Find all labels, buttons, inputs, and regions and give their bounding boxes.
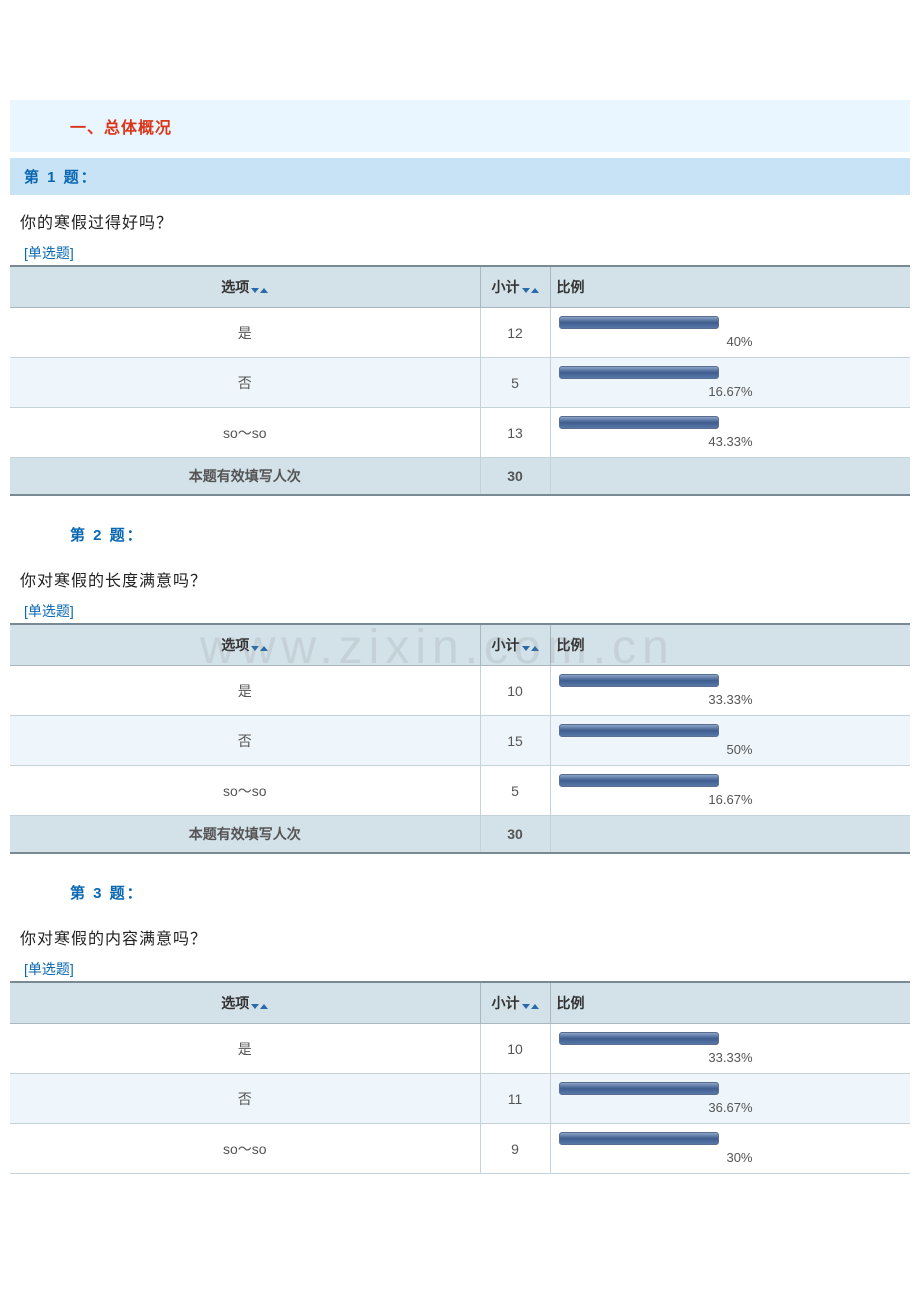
ratio-percent: 16.67% (559, 384, 759, 399)
ratio-percent: 33.33% (559, 1050, 759, 1065)
cell-ratio: 30% (550, 1124, 910, 1174)
ratio-bar (559, 416, 719, 429)
table-row: so～so9 30% (10, 1124, 910, 1174)
question-type: [单选题] (10, 601, 910, 621)
table-row: so～so13 43.33% (10, 408, 910, 458)
table-row: 是10 33.33% (10, 666, 910, 716)
cell-ratio: 36.67% (550, 1074, 910, 1124)
question-block: 第 2 题： 你对寒假的长度满意吗？[单选题] 选项小计比例是10 33.33% 否15… (10, 516, 910, 854)
questions-list: 第 1 题：你的寒假过得好吗？[单选题]选项小计比例是1240%否516.67%… (10, 158, 910, 1174)
ratio-percent: 50% (559, 742, 759, 757)
question-block: 第 1 题： 你的寒假过得好吗？[单选题] 选项小计比例是12 40% 否5 16.67%… (10, 158, 910, 496)
cell-ratio: 33.33% (550, 666, 910, 716)
cell-ratio: 40% (550, 308, 910, 358)
question-label: 第 3 题： (70, 885, 144, 902)
table-row: so～so5 16.67% (10, 766, 910, 816)
cell-ratio: 16.67% (550, 358, 910, 408)
total-ratio-empty (550, 816, 910, 854)
total-label: 本题有效填写人次 (10, 816, 480, 854)
table-row: 是10 33.33% (10, 1024, 910, 1074)
cell-option: 否 (10, 716, 480, 766)
section-title-wrap: 一、总体概况 (10, 100, 910, 152)
cell-option: so～so (10, 1124, 480, 1174)
col-option-header[interactable]: 选项 (10, 266, 480, 308)
cell-count: 15 (480, 716, 550, 766)
ratio-percent: 16.67% (559, 792, 759, 807)
sort-icon[interactable] (522, 996, 539, 1012)
ratio-bar (559, 674, 719, 687)
total-count: 30 (480, 816, 550, 854)
survey-table: 选项小计比例是12 40% 否5 16.67% so～so13 43.33% 本题有效填写人… (10, 265, 910, 496)
table-row: 否5 16.67% (10, 358, 910, 408)
col-ratio-header: 比例 (550, 982, 910, 1024)
cell-option: so～so (10, 408, 480, 458)
question-label-wrap: 第 3 题： (10, 874, 910, 911)
ratio-percent: 33.33% (559, 692, 759, 707)
page-container: 一、总体概况 第 1 题：你的寒假过得好吗？[单选题]选项小计比例是1240%否… (0, 0, 920, 1234)
question-text: 你的寒假过得好吗？ (10, 203, 910, 243)
ratio-bar (559, 1132, 719, 1145)
question-text: 你对寒假的内容满意吗？ (10, 919, 910, 959)
sort-icon[interactable] (522, 638, 539, 654)
section-title: 一、总体概况 (70, 120, 172, 137)
cell-count: 11 (480, 1074, 550, 1124)
ratio-bar (559, 366, 719, 379)
col-count-header[interactable]: 小计 (480, 266, 550, 308)
col-ratio-header: 比例 (550, 266, 910, 308)
cell-count: 12 (480, 308, 550, 358)
cell-count: 9 (480, 1124, 550, 1174)
cell-option: 是 (10, 666, 480, 716)
total-ratio-empty (550, 458, 910, 496)
question-label-wrap: 第 1 题： (10, 158, 910, 195)
ratio-percent: 30% (559, 1150, 759, 1165)
survey-table: 选项小计比例是10 33.33% 否15 50% so～so5 16.67% 本题有效填写人… (10, 623, 910, 854)
ratio-percent: 43.33% (559, 434, 759, 449)
total-count: 30 (480, 458, 550, 496)
question-label: 第 1 题： (24, 169, 98, 186)
ratio-bar (559, 724, 719, 737)
cell-option: 否 (10, 1074, 480, 1124)
ratio-bar (559, 774, 719, 787)
total-label: 本题有效填写人次 (10, 458, 480, 496)
table-total-row: 本题有效填写人次30 (10, 458, 910, 496)
question-block: 第 3 题： 你对寒假的内容满意吗？[单选题] 选项小计比例是10 33.33% 否11… (10, 874, 910, 1174)
cell-option: so～so (10, 766, 480, 816)
question-text: 你对寒假的长度满意吗？ (10, 561, 910, 601)
table-row: 否11 36.67% (10, 1074, 910, 1124)
question-type: [单选题] (10, 243, 910, 263)
cell-option: 否 (10, 358, 480, 408)
col-option-header[interactable]: 选项 (10, 624, 480, 666)
ratio-percent: 40% (559, 334, 759, 349)
ratio-bar (559, 1032, 719, 1045)
sort-icon[interactable] (522, 280, 539, 296)
cell-ratio: 50% (550, 716, 910, 766)
sort-icon[interactable] (251, 638, 268, 654)
table-row: 否15 50% (10, 716, 910, 766)
question-label: 第 2 题： (70, 527, 144, 544)
cell-ratio: 33.33% (550, 1024, 910, 1074)
cell-count: 5 (480, 766, 550, 816)
cell-count: 13 (480, 408, 550, 458)
sort-icon[interactable] (251, 280, 268, 296)
ratio-percent: 36.67% (559, 1100, 759, 1115)
cell-ratio: 16.67% (550, 766, 910, 816)
survey-table: 选项小计比例是10 33.33% 否11 36.67% so～so9 30% (10, 981, 910, 1174)
ratio-bar (559, 1082, 719, 1095)
question-label-wrap: 第 2 题： (10, 516, 910, 553)
cell-ratio: 43.33% (550, 408, 910, 458)
col-ratio-header: 比例 (550, 624, 910, 666)
cell-count: 5 (480, 358, 550, 408)
cell-count: 10 (480, 666, 550, 716)
col-count-header[interactable]: 小计 (480, 982, 550, 1024)
table-row: 是12 40% (10, 308, 910, 358)
sort-icon[interactable] (251, 996, 268, 1012)
ratio-bar (559, 316, 719, 329)
cell-count: 10 (480, 1024, 550, 1074)
col-count-header[interactable]: 小计 (480, 624, 550, 666)
cell-option: 是 (10, 308, 480, 358)
col-option-header[interactable]: 选项 (10, 982, 480, 1024)
table-total-row: 本题有效填写人次30 (10, 816, 910, 854)
question-type: [单选题] (10, 959, 910, 979)
cell-option: 是 (10, 1024, 480, 1074)
